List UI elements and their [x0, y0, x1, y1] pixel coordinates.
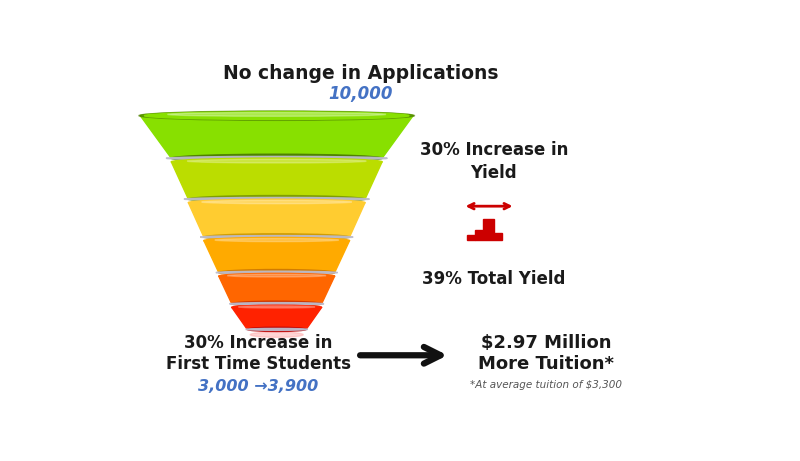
Ellipse shape	[171, 158, 382, 165]
Ellipse shape	[188, 195, 365, 203]
Text: 10,000: 10,000	[328, 85, 393, 103]
Ellipse shape	[184, 197, 370, 201]
Ellipse shape	[250, 332, 303, 337]
Polygon shape	[218, 276, 334, 304]
Ellipse shape	[166, 156, 387, 160]
Text: Yield: Yield	[470, 164, 517, 182]
Ellipse shape	[214, 238, 338, 242]
Ellipse shape	[167, 112, 386, 116]
Text: *At average tuition of $3,300: *At average tuition of $3,300	[470, 380, 622, 390]
Polygon shape	[171, 162, 382, 199]
Ellipse shape	[247, 327, 306, 331]
Ellipse shape	[187, 160, 366, 163]
Ellipse shape	[171, 154, 382, 162]
Ellipse shape	[232, 305, 322, 309]
Ellipse shape	[139, 111, 414, 120]
Polygon shape	[188, 203, 365, 237]
Ellipse shape	[246, 328, 308, 331]
Ellipse shape	[161, 113, 393, 117]
Ellipse shape	[202, 201, 352, 204]
Text: $2.97 Million: $2.97 Million	[481, 334, 612, 352]
Ellipse shape	[218, 270, 334, 276]
Ellipse shape	[188, 199, 365, 206]
Ellipse shape	[238, 306, 315, 308]
Ellipse shape	[216, 271, 338, 274]
Ellipse shape	[218, 273, 334, 279]
Text: More Tuition*: More Tuition*	[478, 355, 614, 373]
Ellipse shape	[230, 302, 324, 305]
Text: No change in Applications: No change in Applications	[222, 64, 498, 83]
Text: 30% Increase in: 30% Increase in	[184, 334, 332, 352]
Text: 30% Increase in: 30% Increase in	[419, 141, 568, 159]
Ellipse shape	[200, 236, 353, 239]
Text: 39% Total Yield: 39% Total Yield	[422, 270, 566, 288]
Polygon shape	[475, 219, 502, 240]
Ellipse shape	[232, 301, 322, 307]
Ellipse shape	[227, 274, 326, 277]
Ellipse shape	[144, 112, 409, 119]
Polygon shape	[204, 241, 350, 272]
Text: 3,000 →3,900: 3,000 →3,900	[198, 379, 318, 394]
Ellipse shape	[140, 112, 413, 120]
Text: First Time Students: First Time Students	[166, 355, 350, 373]
Polygon shape	[467, 236, 475, 240]
Ellipse shape	[204, 237, 350, 244]
Polygon shape	[140, 116, 413, 158]
Ellipse shape	[204, 234, 350, 240]
Polygon shape	[232, 307, 322, 329]
